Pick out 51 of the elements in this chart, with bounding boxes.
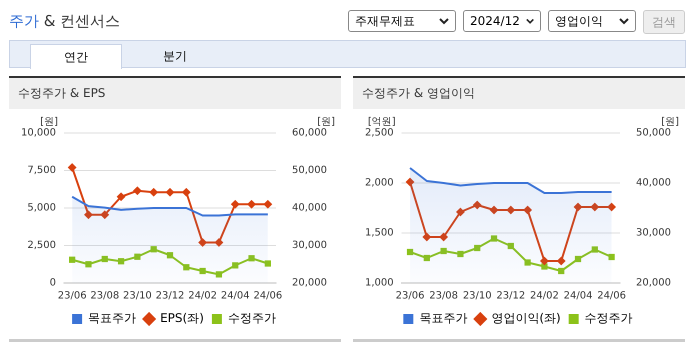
y-tick-label: 2,500 [364, 128, 394, 139]
y-axis-title: [억원] [368, 116, 396, 128]
y-tick-label: 2,500 [27, 240, 56, 252]
x-tick-label: 24/06 [253, 290, 282, 302]
y2-axis-title: [원] [317, 116, 336, 128]
y-tick-label: 0 [50, 278, 56, 289]
text: 주가 & 컨센서스 [9, 12, 120, 31]
legend-label: 목표주가 [88, 311, 136, 326]
y2-axis-title: [원] [661, 116, 680, 128]
y2-tick-label: 40,000 [292, 202, 328, 214]
x-tick-label: 24/06 [597, 290, 626, 302]
y2-tick-label: 60,000 [292, 128, 328, 139]
x-tick-label: 23/06 [396, 290, 424, 302]
x-tick-label: 24/04 [564, 290, 592, 302]
legend-label: 수정주가 [584, 311, 633, 326]
chart-title: 수정주가 & 영업이익 [353, 78, 685, 109]
y2-tick-label: 50,000 [636, 128, 672, 139]
text: 검색 [643, 10, 685, 34]
text: 영업이익 [555, 12, 603, 30]
y-tick-label: 7,500 [27, 165, 56, 176]
x-tick-label: 23/12 [156, 290, 184, 302]
x-tick-label: 24/04 [220, 290, 250, 302]
y2-tick-label: 50,000 [292, 165, 328, 176]
legend-label: EPS(좌) [160, 311, 204, 326]
text: 분기 [162, 48, 188, 64]
x-tick-label: 23/12 [496, 290, 526, 302]
y-tick-label: 2,000 [364, 178, 394, 189]
y-tick-label: 1,000 [364, 278, 394, 289]
x-tick-label: 24/02 [530, 290, 559, 302]
y-tick-label: 1,500 [364, 228, 394, 239]
text: 2024/12 [470, 14, 520, 28]
legend-label: 영업이익(좌) [491, 311, 561, 326]
y2-tick-label: 30,000 [636, 228, 672, 239]
y2-tick-label: 20,000 [636, 278, 672, 289]
chart-title: 수정주가 & EPS [9, 78, 341, 109]
legend-label: 목표주가 [419, 311, 468, 326]
y2-tick-label: 20,000 [292, 278, 328, 289]
text: 연간 [30, 44, 122, 69]
y-tick-label: 5,000 [27, 202, 56, 214]
x-tick-label: 23/06 [58, 290, 87, 302]
x-tick-label: 23/10 [122, 290, 152, 302]
legend-label: 수정주가 [228, 311, 276, 326]
x-tick-label: 24/02 [188, 290, 218, 302]
x-tick-label: 23/08 [429, 290, 458, 302]
y-tick-label: 10,000 [20, 128, 56, 139]
text: 주재무제표 [355, 12, 415, 30]
x-tick-label: 23/08 [90, 290, 120, 302]
y-axis-title: [원] [40, 116, 58, 128]
x-tick-label: 23/10 [462, 290, 492, 302]
y2-tick-label: 40,000 [636, 178, 672, 189]
y2-tick-label: 30,000 [292, 240, 328, 252]
